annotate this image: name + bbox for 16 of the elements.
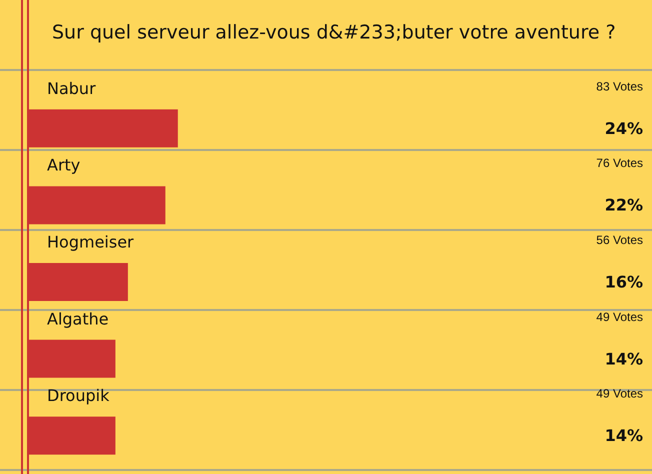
text: Sur quel serveur allez-vous d&#233;buter votre aventure ? [52, 22, 616, 44]
data-label: 16% [604, 272, 643, 292]
data-label: 14% [604, 349, 643, 368]
text: 56 Votes [596, 233, 644, 247]
text: 49 Votes [596, 386, 644, 401]
text: 83 Votes [596, 79, 644, 94]
data-label: 22% [604, 196, 643, 215]
data-label: 24% [604, 118, 643, 138]
y-tick-label: Nabur [47, 78, 96, 98]
y-tick-label: Droupik [47, 386, 110, 406]
text: 49 Votes [596, 310, 644, 324]
y-tick-label: Hogmeiser [47, 232, 134, 252]
text: 76 Votes [596, 156, 644, 170]
data-label: 14% [604, 426, 643, 446]
y-tick-label: Arty [47, 156, 80, 175]
y-tick-label: Algathe [47, 309, 109, 328]
